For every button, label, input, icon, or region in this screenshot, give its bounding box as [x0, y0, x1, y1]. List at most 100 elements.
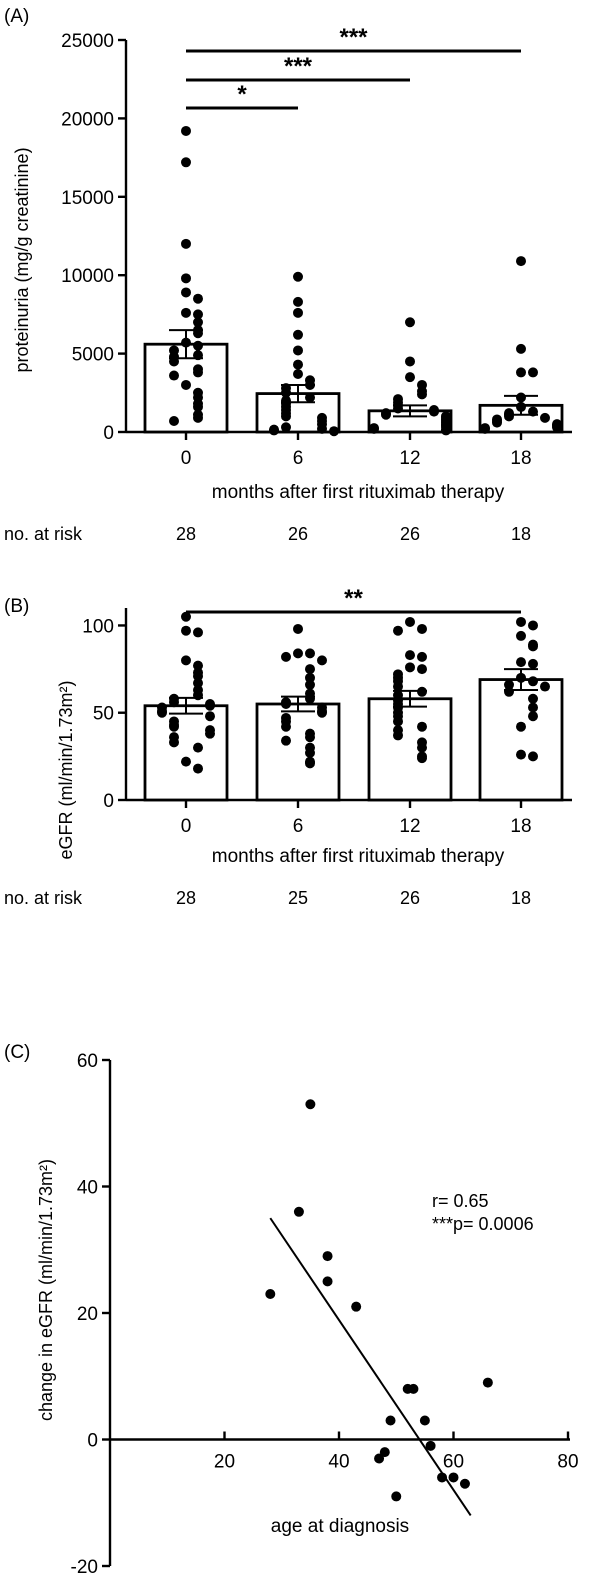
panel-c-data-point: [391, 1491, 402, 1502]
panel-a-data-point: [181, 157, 191, 168]
panel-a-data-point: [281, 422, 291, 433]
panel-a-data-point: [281, 411, 291, 422]
panel-a-data-point: [417, 389, 427, 400]
panel-b-data-point: [305, 732, 315, 743]
panel-b-bar: [367, 697, 453, 802]
panel-c-regression-line: [269, 1217, 472, 1516]
panel-c-r-annotation: r= 0.65: [432, 1191, 489, 1211]
panel-c-y-tick-label: 60: [77, 1051, 98, 1072]
panel-a-data-point: [181, 273, 191, 284]
panel-b-x-tick-label: 0: [181, 816, 192, 837]
panel-c-data-point: [322, 1251, 333, 1262]
panel-a-data-point: [181, 125, 191, 136]
panel-b-data-point: [417, 651, 427, 662]
panel-b-data-point: [193, 690, 203, 701]
panel-b-data-point: [181, 756, 191, 767]
panel-a-data-point: [281, 387, 291, 398]
panel-c-data-point: [482, 1377, 493, 1388]
panel-a-data-point: [181, 379, 191, 390]
panel-b-at-risk-values: 28 25 26 18: [176, 888, 531, 908]
panel-b-data-point: [281, 735, 291, 746]
panel-a-y-tick-label: 0: [103, 423, 114, 444]
panel-a-data-point: [305, 379, 315, 390]
panel-b-data-point: [169, 721, 179, 732]
panel-a: (A) proteinuria (mg/g creatinine) months…: [4, 6, 572, 544]
panel-c-y-tick-label: 0: [87, 1431, 98, 1452]
panel-a-data-point: [516, 256, 526, 267]
panel-c-data-point: [448, 1472, 459, 1483]
panel-b-data-point: [504, 679, 514, 690]
panel-b-data-point: [417, 742, 427, 753]
panel-c-data-point: [351, 1301, 362, 1312]
at-risk-value: 18: [511, 524, 531, 544]
panel-a-data-point: [492, 417, 502, 428]
panel-a-y-tick-label: 20000: [61, 109, 114, 130]
panel-b-bar: [255, 702, 341, 802]
panel-c-data-point: [305, 1099, 316, 1110]
panel-b-data-point: [193, 660, 203, 671]
panel-b-data-point: [417, 721, 427, 732]
panel-a-data-point: [193, 412, 203, 423]
panel-b-data-point: [516, 749, 526, 760]
panel-b-data-point: [305, 758, 315, 769]
panel-b-data-point: [305, 648, 315, 659]
panel-c-data-point: [437, 1472, 448, 1483]
panel-a-data-point: [293, 271, 303, 282]
panel-a-data-point: [317, 423, 327, 434]
panel-b-data-point: [528, 702, 538, 713]
panel-a-y-tick-label: 5000: [72, 345, 114, 366]
panel-b-data-point: [516, 630, 526, 641]
panel-a-y-tick-label: 25000: [61, 31, 114, 52]
panel-c-data-point: [293, 1206, 304, 1217]
panel-b-data-point: [317, 707, 327, 718]
panel-a-data-point: [193, 340, 203, 351]
panel-a-y-tick-label: 10000: [61, 266, 114, 287]
at-risk-value: 28: [176, 524, 196, 544]
panel-b-data-point: [540, 681, 550, 692]
panel-b-data-point: [528, 693, 538, 704]
panel-c-x-tick-label: 40: [328, 1452, 349, 1473]
panel-b-data-point: [516, 657, 526, 668]
panel-b-data-point: [305, 747, 315, 758]
panel-a-data-point: [193, 309, 203, 320]
at-risk-value: 25: [288, 888, 308, 908]
panel-b-data-point: [205, 700, 215, 711]
at-risk-value: 26: [288, 524, 308, 544]
panel-b-data-point: [417, 664, 427, 675]
panel-c-y-axis-label: change in eGFR (ml/min/1.73m²): [36, 1159, 56, 1421]
panel-c-data-point: [265, 1289, 276, 1300]
panel-b-data-point: [516, 721, 526, 732]
panel-b-data-point: [181, 611, 191, 622]
panel-c-data-point: [322, 1276, 333, 1287]
panel-b-x-tick-label: 12: [399, 816, 420, 837]
panel-a-data-point: [480, 423, 490, 434]
panel-b-data-point: [405, 662, 415, 673]
panel-a-data-point: [441, 425, 451, 436]
at-risk-value: 28: [176, 888, 196, 908]
at-risk-value: 26: [400, 524, 420, 544]
panel-b-x-tick-label: 6: [293, 816, 304, 837]
panel-a-x-tick-label: 0: [181, 448, 192, 469]
panel-a-data-point: [429, 406, 439, 417]
panel-a-at-risk-values: 28 26 26 18: [176, 524, 531, 544]
panel-b-data-point: [417, 686, 427, 697]
panel-b-y-axis-label: eGFR (ml/min/1.73m²): [56, 680, 76, 859]
panel-a-x-tick-label: 6: [293, 448, 304, 469]
panel-c-data-point: [374, 1453, 385, 1464]
panel-a-data-point: [193, 367, 203, 378]
panel-b-x-tick-label: 18: [510, 816, 531, 837]
panel-a-data-point: [528, 367, 538, 378]
panel-a-data-point: [329, 426, 339, 437]
panel-b-data-point: [205, 728, 215, 739]
panel-b-at-risk-label: no. at risk: [4, 888, 83, 908]
panel-b-data-point: [193, 763, 203, 774]
panel-a-label: (A): [4, 6, 29, 27]
panel-b-data-point: [293, 648, 303, 659]
panel-a-data-point: [181, 238, 191, 249]
panel-b-data-point: [169, 697, 179, 708]
panel-c-data-point: [408, 1383, 419, 1394]
panel-c-y-tick-label: 40: [77, 1178, 98, 1199]
panel-a-x-axis-label: months after first rituximab therapy: [212, 482, 505, 503]
panel-c-x-tick-label: 20: [214, 1452, 235, 1473]
